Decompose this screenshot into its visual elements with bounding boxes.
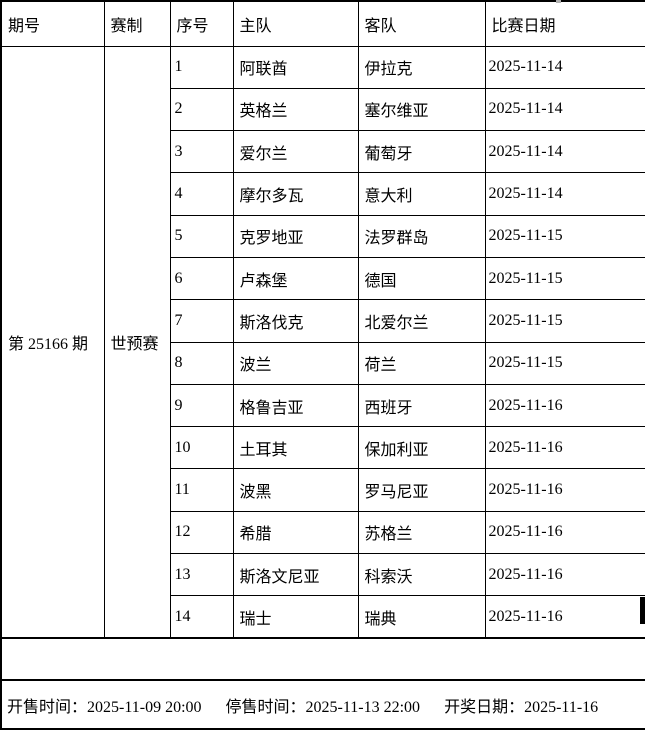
match-date-cell: 2025-11-15 bbox=[484, 256, 645, 301]
table-row: 11 波黑 罗马尼亚 2025-11-16 bbox=[1, 468, 645, 512]
draw-date-label: 开奖日期： bbox=[444, 698, 525, 716]
home-team-cell: 波黑 bbox=[232, 468, 359, 512]
match-date-cell: 2025-11-16 bbox=[484, 383, 645, 428]
away-team-cell: 保加利亚 bbox=[357, 426, 486, 470]
header-index: 序号 bbox=[169, 0, 234, 47]
match-no-cell: 9 bbox=[169, 383, 234, 428]
match-no-cell: 10 bbox=[169, 426, 234, 470]
table-header-row: 期号 赛制 序号 主队 客队 比赛日期 bbox=[0, 0, 645, 47]
match-date-cell: 2025-11-16 bbox=[484, 468, 645, 512]
header-away-team: 客队 bbox=[357, 0, 486, 47]
home-team-cell: 瑞士 bbox=[232, 595, 359, 639]
match-date-cell: 2025-11-15 bbox=[484, 341, 645, 385]
match-no-cell: 4 bbox=[169, 172, 234, 216]
match-no-cell: 14 bbox=[169, 595, 234, 639]
home-team-cell: 土耳其 bbox=[232, 426, 359, 470]
away-team-cell: 伊拉克 bbox=[357, 45, 486, 89]
table-row: 第 25166 期 世预赛 1 阿联酋 伊拉克 2025-11-14 bbox=[0, 45, 645, 639]
away-team-cell: 苏格兰 bbox=[357, 510, 486, 555]
table-row: 14 瑞士 瑞典 2025-11-16 bbox=[1, 595, 645, 639]
home-team-cell: 爱尔兰 bbox=[232, 130, 359, 174]
away-team-cell: 意大利 bbox=[357, 172, 486, 216]
sale-stop-segment: 停售时间：2025-11-13 22:00 bbox=[226, 693, 421, 717]
match-no-cell: 5 bbox=[169, 214, 234, 258]
match-date-cell: 2025-11-16 bbox=[484, 553, 645, 597]
sale-stop-label: 停售时间： bbox=[225, 698, 306, 716]
table-row: 10 土耳其 保加利亚 2025-11-16 bbox=[1, 426, 645, 470]
home-team-cell: 格鲁吉亚 bbox=[232, 383, 359, 428]
sale-start-value: 2025-11-09 20:00 bbox=[87, 698, 202, 716]
period-cell: 第 25166 期 bbox=[0, 45, 105, 639]
away-team-cell: 法罗群岛 bbox=[357, 214, 486, 258]
match-date-cell: 2025-11-14 bbox=[484, 130, 645, 174]
scrollbar-thumb[interactable] bbox=[640, 597, 645, 624]
away-team-cell: 罗马尼亚 bbox=[357, 468, 486, 512]
table-row: 12 希腊 苏格兰 2025-11-16 bbox=[1, 510, 645, 555]
match-no-cell: 8 bbox=[169, 341, 234, 385]
match-no-cell: 6 bbox=[169, 256, 234, 301]
header-format: 赛制 bbox=[103, 0, 171, 47]
table-row: 9 格鲁吉亚 西班牙 2025-11-16 bbox=[1, 383, 645, 428]
match-date-cell: 2025-11-14 bbox=[484, 172, 645, 216]
sale-stop-value: 2025-11-13 22:00 bbox=[305, 698, 421, 716]
away-team-cell: 北爱尔兰 bbox=[357, 299, 486, 343]
home-team-cell: 斯洛文尼亚 bbox=[232, 553, 359, 597]
format-cell: 世预赛 bbox=[103, 45, 171, 639]
match-no-cell: 3 bbox=[169, 130, 234, 174]
empty-spacer-cell bbox=[0, 637, 645, 681]
match-date-cell: 2025-11-15 bbox=[484, 214, 645, 258]
sale-start-label: 开售时间： bbox=[7, 698, 88, 716]
header-match-date: 比赛日期 bbox=[484, 0, 645, 47]
footer-times-line: 开售时间：2025-11-09 20:00 停售时间：2025-11-13 22… bbox=[7, 693, 643, 717]
table-row: 4 摩尔多瓦 意大利 2025-11-14 bbox=[1, 172, 645, 216]
away-team-cell: 荷兰 bbox=[357, 341, 486, 385]
match-no-cell: 1 bbox=[169, 45, 234, 89]
header-home-team: 主队 bbox=[232, 0, 359, 47]
away-team-cell: 德国 bbox=[357, 256, 486, 301]
home-team-cell: 摩尔多瓦 bbox=[232, 172, 359, 216]
match-no-cell: 11 bbox=[169, 468, 234, 512]
match-no-cell: 13 bbox=[169, 553, 234, 597]
table-row: 2 英格兰 塞尔维亚 2025-11-14 bbox=[1, 87, 645, 132]
match-date-cell: 2025-11-15 bbox=[484, 299, 645, 343]
home-team-cell: 波兰 bbox=[232, 341, 359, 385]
home-team-cell: 克罗地亚 bbox=[232, 214, 359, 258]
match-date-cell: 2025-11-16 bbox=[484, 426, 645, 470]
home-team-cell: 希腊 bbox=[232, 510, 359, 555]
header-period: 期号 bbox=[0, 0, 105, 47]
empty-spacer-row bbox=[0, 637, 645, 681]
top-edge-tick-mark bbox=[556, 0, 561, 3]
home-team-cell: 英格兰 bbox=[232, 87, 359, 132]
sale-start-segment: 开售时间：2025-11-09 20:00 bbox=[7, 693, 202, 717]
home-team-cell: 阿联酋 bbox=[232, 45, 359, 89]
match-date-cell: 2025-11-14 bbox=[484, 87, 645, 132]
home-team-cell: 斯洛伐克 bbox=[232, 299, 359, 343]
table-row: 13 斯洛文尼亚 科索沃 2025-11-16 bbox=[1, 553, 645, 597]
footer-row: 开售时间：2025-11-09 20:00 停售时间：2025-11-13 22… bbox=[0, 679, 645, 730]
draw-date-value: 2025-11-16 bbox=[524, 698, 599, 716]
home-team-cell: 卢森堡 bbox=[232, 256, 359, 301]
match-no-cell: 12 bbox=[169, 510, 234, 555]
away-team-cell: 葡萄牙 bbox=[357, 130, 486, 174]
match-date-cell: 2025-11-16 bbox=[484, 510, 645, 555]
match-no-cell: 2 bbox=[169, 87, 234, 132]
away-team-cell: 瑞典 bbox=[357, 595, 486, 639]
table-row: 8 波兰 荷兰 2025-11-15 bbox=[1, 341, 645, 385]
footer-cell: 开售时间：2025-11-09 20:00 停售时间：2025-11-13 22… bbox=[0, 679, 645, 730]
table-row: 3 爱尔兰 葡萄牙 2025-11-14 bbox=[1, 130, 645, 174]
match-date-cell: 2025-11-14 bbox=[484, 45, 645, 89]
away-team-cell: 塞尔维亚 bbox=[357, 87, 486, 132]
match-date-cell: 2025-11-16 bbox=[484, 595, 645, 639]
match-no-cell: 7 bbox=[169, 299, 234, 343]
away-team-cell: 西班牙 bbox=[357, 383, 486, 428]
away-team-cell: 科索沃 bbox=[357, 553, 486, 597]
draw-date-segment: 开奖日期：2025-11-16 bbox=[444, 693, 598, 717]
